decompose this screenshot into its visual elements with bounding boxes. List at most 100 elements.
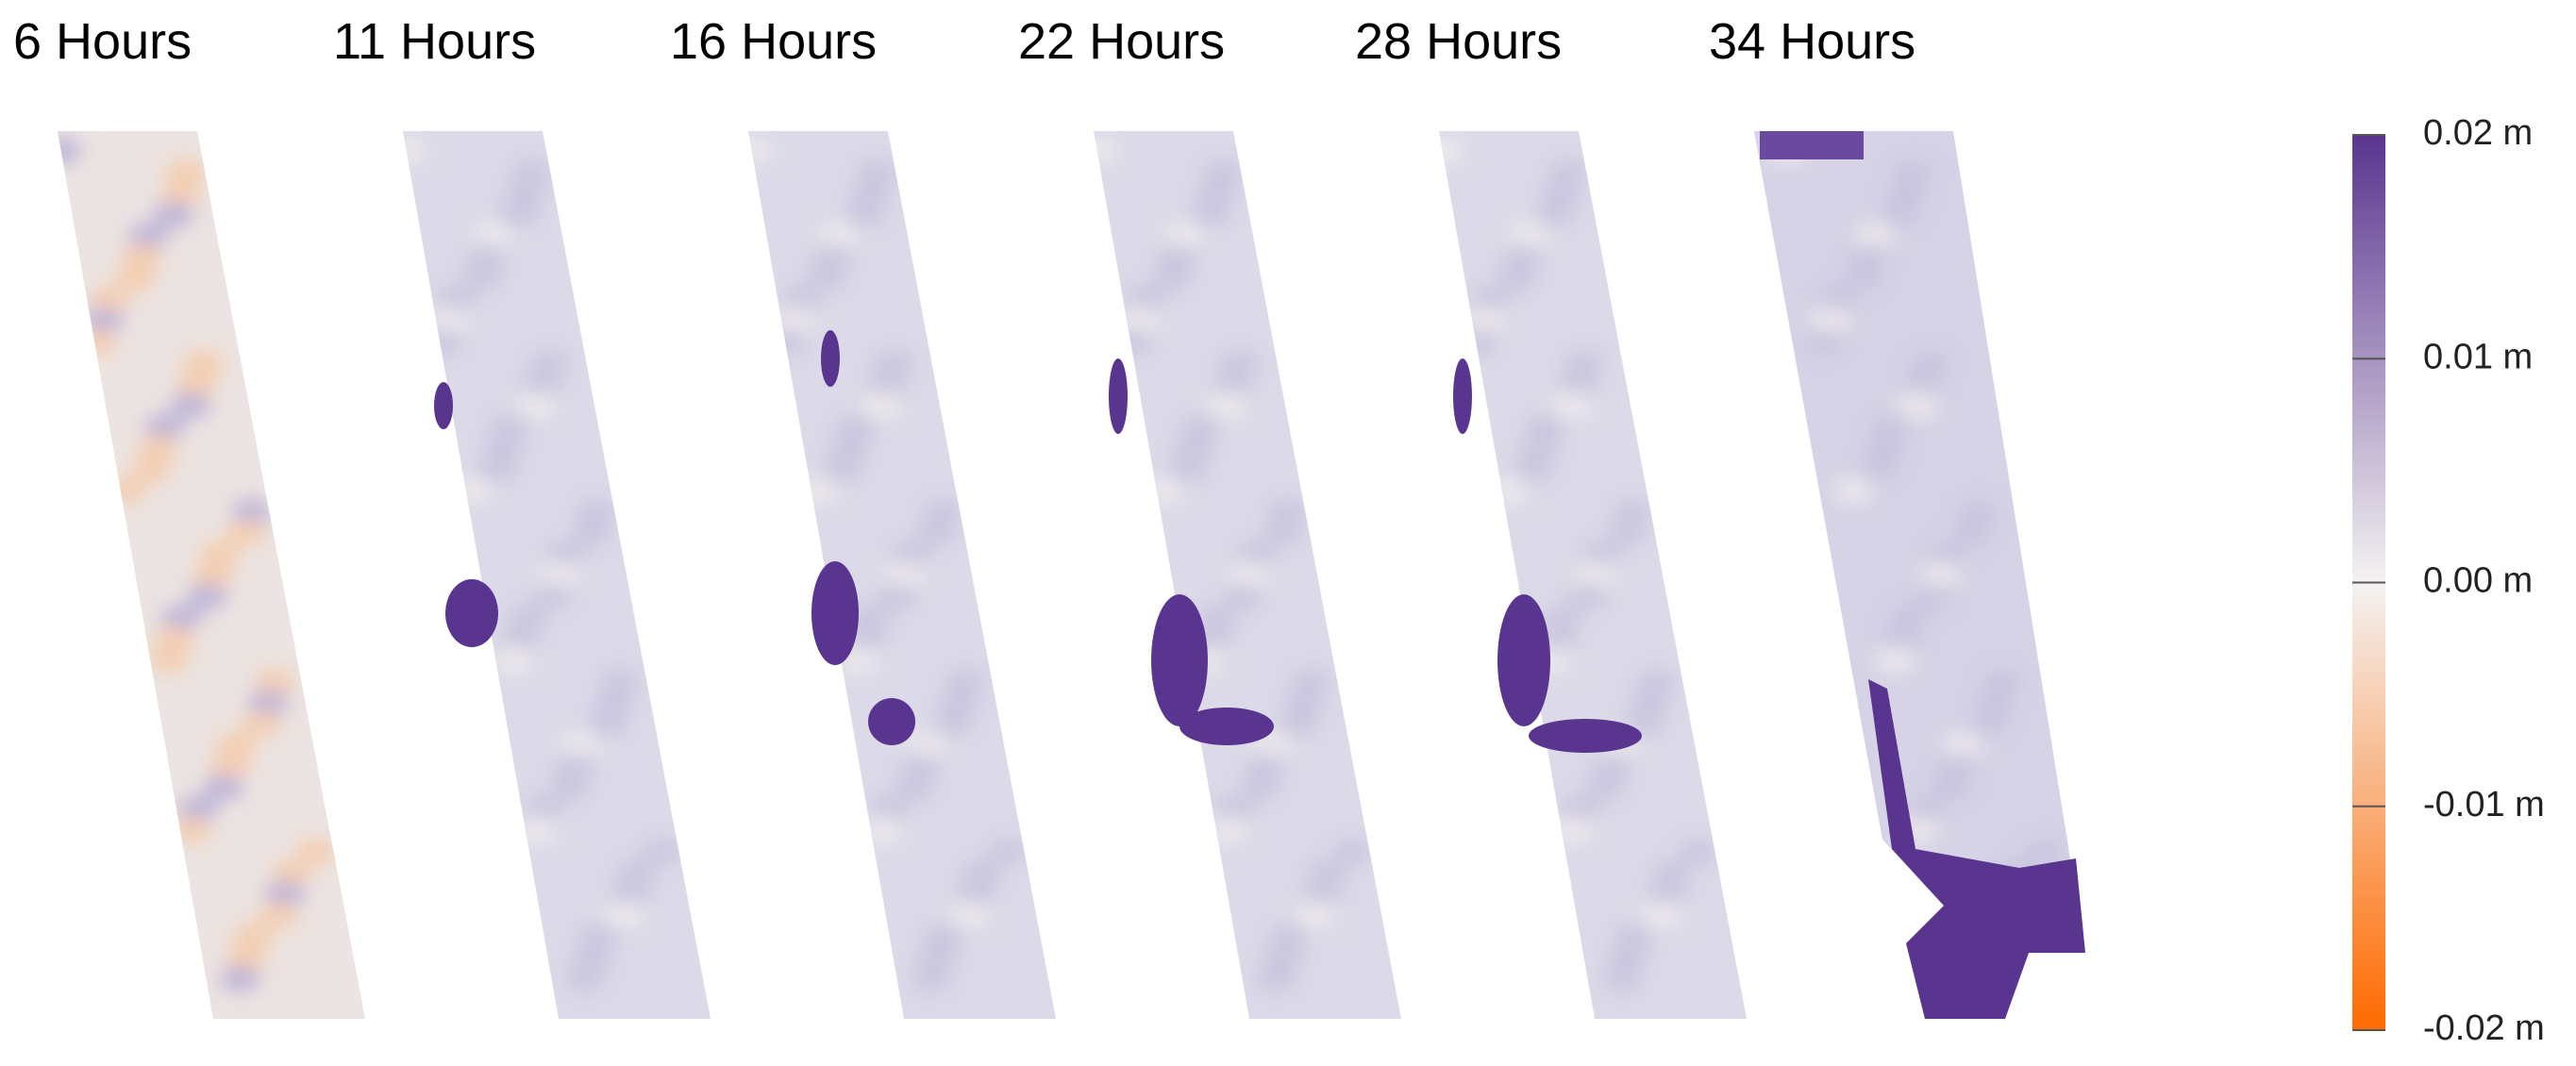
texture-spot [1942,732,1984,758]
texture-spot [89,286,131,313]
texture-spot [1212,371,1254,398]
texture-spot [1646,880,1688,908]
texture-spot [1957,498,1999,525]
texture-spot [916,944,959,971]
texture-spot [169,392,211,419]
texture-spot [641,838,683,865]
panel-title: 6 Hours [13,13,192,70]
texture-spot [247,690,290,716]
texture-spot [766,328,809,356]
texture-spot [199,541,242,568]
texture-spot [986,838,1029,865]
texture-spot [1188,201,1230,228]
texture-spot [1245,753,1287,780]
texture-spot [861,817,903,843]
texture-spot [893,775,935,801]
texture-spot [121,243,163,271]
texture-spot [1150,265,1193,291]
texture-spot [1881,625,1923,653]
texture-spot [1929,775,1971,801]
texture-spot [1629,690,1671,716]
texture-spot [515,817,558,843]
texture-spot [851,605,894,631]
colorbar-tick-label: 0.00 m [2423,561,2533,601]
texture-spot [254,668,296,695]
texture-spot [1290,668,1332,695]
deformation-patch [1529,719,1642,753]
texture-spot [593,690,635,716]
texture-spot [114,265,157,291]
texture-spot [1294,902,1336,928]
texture-spot [1141,477,1183,504]
texture-spot [219,965,261,992]
texture-spot [510,158,553,186]
texture-spot [1218,350,1261,376]
texture-spot [1547,158,1589,186]
texture-spot [890,541,932,568]
texture-spot [497,201,540,228]
texture-spot [226,944,268,971]
texture-spot [1879,201,1921,228]
texture-spot [779,286,822,313]
texture-spot [427,308,470,334]
texture-spot [554,753,596,780]
texture-spot [230,498,273,525]
texture-spot [506,605,548,631]
deformation-patch [1453,358,1472,434]
texture-spot [130,456,173,483]
texture-spot [1166,456,1209,483]
texture-spot [1277,710,1319,738]
texture-spot [818,223,861,249]
texture-spot [1157,243,1199,271]
texture-spot [186,583,228,610]
texture-spot [1605,520,1648,546]
texture-spot [873,350,915,376]
texture-spot [603,902,645,928]
texture-spot [945,668,987,695]
texture-spot [938,690,980,716]
texture-spot [877,583,919,610]
texture-spot [295,838,338,865]
texture-spot [1195,180,1237,207]
texture-spot [1439,138,1464,164]
texture-spot [241,710,283,738]
texture-spot [1525,413,1567,441]
texture-spot [1550,392,1593,419]
texture-spot [192,562,235,589]
texture-spot [264,880,307,908]
texture-spot [821,456,863,483]
colorbar-tick-label: -0.02 m [2423,1008,2545,1048]
texture-spot [531,583,574,610]
deformation-patch [811,561,859,665]
texture-spot [159,180,201,207]
texture-spot [1518,435,1561,461]
texture-spot [1903,795,1946,823]
texture-spot [748,138,773,164]
texture-spot [547,775,590,801]
deformation-patch [434,382,453,429]
deformation-patch [1497,594,1550,726]
texture-spot [866,371,909,398]
texture-spot [1581,541,1623,568]
texture-spot [160,605,203,631]
texture-spot [182,350,225,376]
texture-spot [615,859,658,886]
panel-title: 22 Hours [1018,13,1225,70]
deformation-patch [1868,679,2085,1019]
texture-spot [450,477,493,504]
deformation-patch [821,330,840,387]
texture-spot [1457,328,1499,356]
texture-spot [170,817,212,843]
texture-spot [906,732,948,758]
strip-texture [748,138,1029,992]
texture-spot [127,223,170,249]
texture-spot [460,265,502,291]
texture-spot [883,562,926,589]
texture-spot [1205,392,1247,419]
texture-spot [514,392,557,419]
texture-spot [560,732,603,758]
texture-spot [834,413,877,441]
texture-spot [1885,180,1928,207]
texture-spot [1926,541,1968,568]
strips [58,131,2085,1019]
